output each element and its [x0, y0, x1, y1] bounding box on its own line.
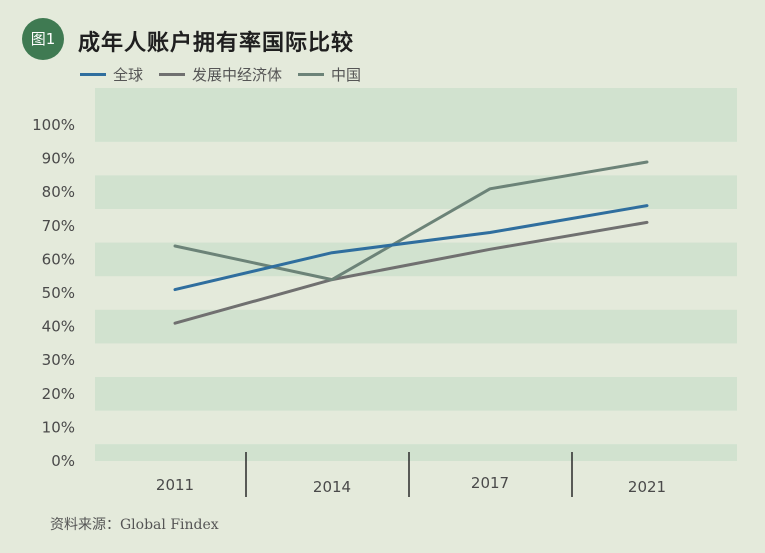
- chart-lines: [173, 160, 649, 325]
- y-tick-label: 70%: [42, 217, 75, 235]
- chart-legend: 全球 发展中经济体 中国: [80, 64, 377, 85]
- legend-label-china: 中国: [331, 66, 362, 84]
- y-tick-label: 50%: [42, 284, 75, 302]
- chart-band-2: [95, 242, 737, 277]
- chart-band-3: [95, 309, 737, 344]
- chart-band-1: [95, 175, 737, 209]
- x-tick-label: 2021: [628, 478, 666, 496]
- legend-swatch-china: [298, 73, 325, 76]
- x-axis: 2011 2014 2017 2021: [156, 452, 666, 497]
- chart-band-5: [95, 444, 737, 461]
- legend-swatch-global: [80, 73, 106, 76]
- series-line-1: [173, 220, 649, 325]
- y-tick-label: 80%: [42, 183, 75, 201]
- series-line-2: [173, 160, 649, 282]
- y-tick-label: 100%: [32, 116, 75, 134]
- legend-label-developing: 发展中经济体: [192, 66, 283, 84]
- legend-swatch-developing: [159, 73, 186, 76]
- source-note: 资料来源：Global Findex: [50, 517, 219, 533]
- chart-band-0: [95, 88, 737, 142]
- figure-number-badge: 图1: [22, 18, 64, 60]
- series-line-0: [173, 204, 649, 292]
- y-tick-label: 0%: [51, 452, 75, 470]
- x-tick-label: 2011: [156, 476, 194, 494]
- legend-label-global: 全球: [113, 66, 144, 84]
- legend-item-china: 中国: [298, 64, 361, 85]
- y-tick-label: 20%: [42, 385, 75, 403]
- y-tick-label: 30%: [42, 351, 75, 369]
- x-tick-label: 2017: [471, 474, 509, 492]
- y-tick-label: 40%: [42, 318, 75, 336]
- legend-item-global: 全球: [80, 64, 143, 85]
- y-axis-ticks: 0% 10% 20% 30% 40% 50% 60% 70% 80% 90% 100%: [32, 116, 75, 470]
- y-tick-label: 60%: [42, 250, 75, 268]
- y-tick-label: 10%: [42, 418, 75, 436]
- chart-band-4: [95, 377, 737, 411]
- x-tick-label: 2014: [313, 478, 351, 496]
- y-tick-label: 90%: [42, 150, 75, 168]
- legend-item-developing: 发展中经济体: [159, 64, 282, 85]
- chart-title: 成年人账户拥有率国际比较: [78, 31, 355, 56]
- chart-bands: [95, 88, 737, 461]
